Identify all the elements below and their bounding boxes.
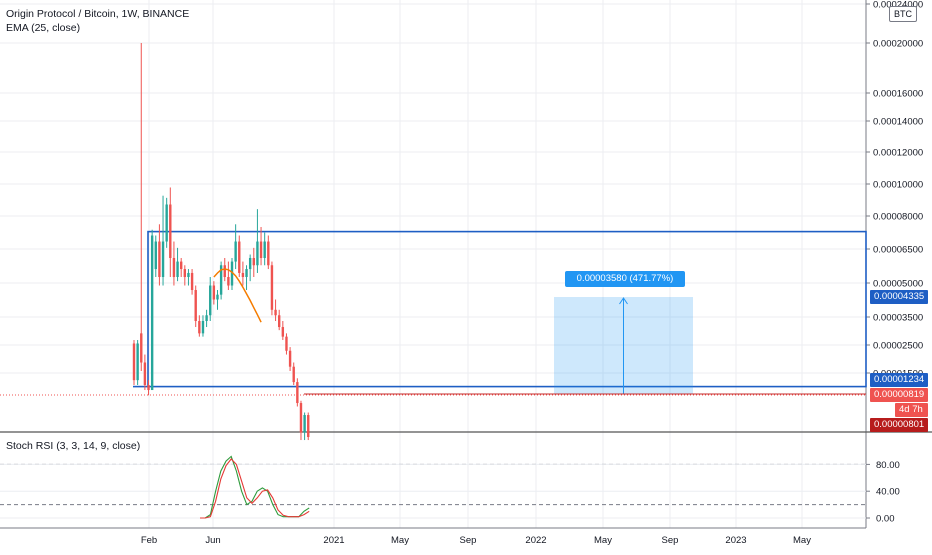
y-tick-label: 0.00020000 bbox=[873, 39, 923, 50]
y-tick-label: 0.00024000 bbox=[873, 0, 923, 11]
candle-body bbox=[147, 385, 150, 391]
measure-label: 0.00003580 (471.77%) 3580 bbox=[565, 271, 685, 300]
candle-body bbox=[219, 265, 223, 295]
candle-body bbox=[299, 403, 303, 433]
x-tick-label: Feb bbox=[141, 535, 157, 546]
candle-body bbox=[132, 343, 136, 381]
ema-line bbox=[213, 268, 262, 323]
x-tick-label: May bbox=[594, 535, 612, 546]
candle-body bbox=[303, 415, 306, 433]
candle-body bbox=[187, 272, 190, 278]
y-tick-label: 0.00005000 bbox=[873, 279, 923, 290]
candle-body bbox=[172, 257, 176, 278]
candle-body bbox=[161, 241, 165, 278]
candle-body bbox=[179, 261, 183, 270]
candle-body bbox=[288, 350, 292, 367]
candle-body bbox=[278, 315, 281, 328]
candle-body bbox=[270, 265, 274, 310]
y-tick-label: 0.00014000 bbox=[873, 117, 923, 128]
price-tag-last: 0.00000819 bbox=[870, 388, 928, 402]
candle-body bbox=[292, 366, 295, 383]
candle-body bbox=[248, 257, 252, 270]
candle-body bbox=[256, 241, 259, 266]
candle-body bbox=[198, 321, 201, 334]
candle-body bbox=[154, 241, 157, 270]
candle-body bbox=[212, 285, 216, 300]
candle-body bbox=[205, 315, 208, 322]
candle-body bbox=[267, 241, 270, 266]
candle-body bbox=[230, 261, 234, 286]
candle-body bbox=[143, 362, 147, 385]
countdown-tag: 4d 7h bbox=[895, 403, 928, 417]
candle-body bbox=[296, 382, 299, 404]
price-tag-resistance: 0.00004335 bbox=[870, 290, 928, 304]
candle-body bbox=[150, 235, 154, 391]
x-tick-label: May bbox=[391, 535, 409, 546]
x-tick-label: Sep bbox=[460, 535, 477, 546]
chart-title[interactable]: Origin Protocol / Bitcoin, 1W, BINANCE bbox=[6, 8, 190, 20]
x-tick-label: May bbox=[793, 535, 811, 546]
candle-body bbox=[241, 272, 245, 278]
candle-body bbox=[274, 309, 277, 316]
y-tick-label: 0.00003500 bbox=[873, 313, 923, 324]
candle-body bbox=[183, 269, 187, 278]
y-tick-label: 0.00008000 bbox=[873, 212, 923, 223]
x-tick-label: Sep bbox=[662, 535, 679, 546]
y-tick-label: 0.00006500 bbox=[873, 245, 923, 256]
candle-body bbox=[223, 265, 226, 278]
candle-body bbox=[307, 415, 310, 438]
candle-body bbox=[176, 261, 179, 278]
y-tick-label: 0.00012000 bbox=[873, 148, 923, 159]
candle-body bbox=[227, 277, 230, 286]
stoch-tick-label: 0.00 bbox=[876, 514, 895, 525]
measure-arrow-head bbox=[619, 297, 628, 305]
candle-body bbox=[216, 294, 219, 300]
price-tag-low: 0.00000801 bbox=[870, 418, 928, 432]
price-tag-support: 0.00001234 bbox=[870, 373, 928, 387]
candle-body bbox=[245, 269, 248, 278]
stoch-tick-label: 80.00 bbox=[876, 460, 900, 471]
candle-body bbox=[252, 257, 255, 266]
currency-button[interactable]: BTC bbox=[889, 6, 917, 22]
y-tick-label: 0.00002500 bbox=[873, 341, 923, 352]
candle-body bbox=[285, 336, 288, 351]
candle-body bbox=[136, 343, 139, 381]
candle-body bbox=[165, 204, 168, 242]
candle-body bbox=[194, 290, 197, 322]
y-tick-label: 0.00016000 bbox=[873, 89, 923, 100]
candle-body bbox=[140, 333, 143, 363]
candle-body bbox=[234, 241, 237, 262]
candle-body bbox=[158, 241, 161, 278]
candle-body bbox=[259, 241, 263, 258]
stoch-d-line bbox=[200, 458, 310, 519]
x-tick-label: 2021 bbox=[323, 535, 344, 546]
x-tick-label: 2022 bbox=[525, 535, 546, 546]
stoch-tick-label: 40.00 bbox=[876, 487, 900, 498]
candle-body bbox=[238, 241, 241, 273]
candle-body bbox=[169, 204, 172, 258]
candle-body bbox=[263, 241, 266, 258]
stoch-legend[interactable]: Stoch RSI (3, 3, 14, 9, close) bbox=[6, 440, 141, 452]
ema-legend[interactable]: EMA (25, close) bbox=[6, 22, 81, 34]
candle-body bbox=[281, 327, 285, 337]
range-box bbox=[147, 230, 867, 388]
stoch-k-line bbox=[200, 455, 310, 519]
x-tick-label: 2023 bbox=[725, 535, 746, 546]
candle-body bbox=[201, 321, 205, 334]
x-tick-label: Jun bbox=[205, 535, 220, 546]
y-tick-label: 0.00010000 bbox=[873, 180, 923, 191]
candle-body bbox=[209, 285, 212, 316]
candle-body bbox=[190, 272, 194, 291]
